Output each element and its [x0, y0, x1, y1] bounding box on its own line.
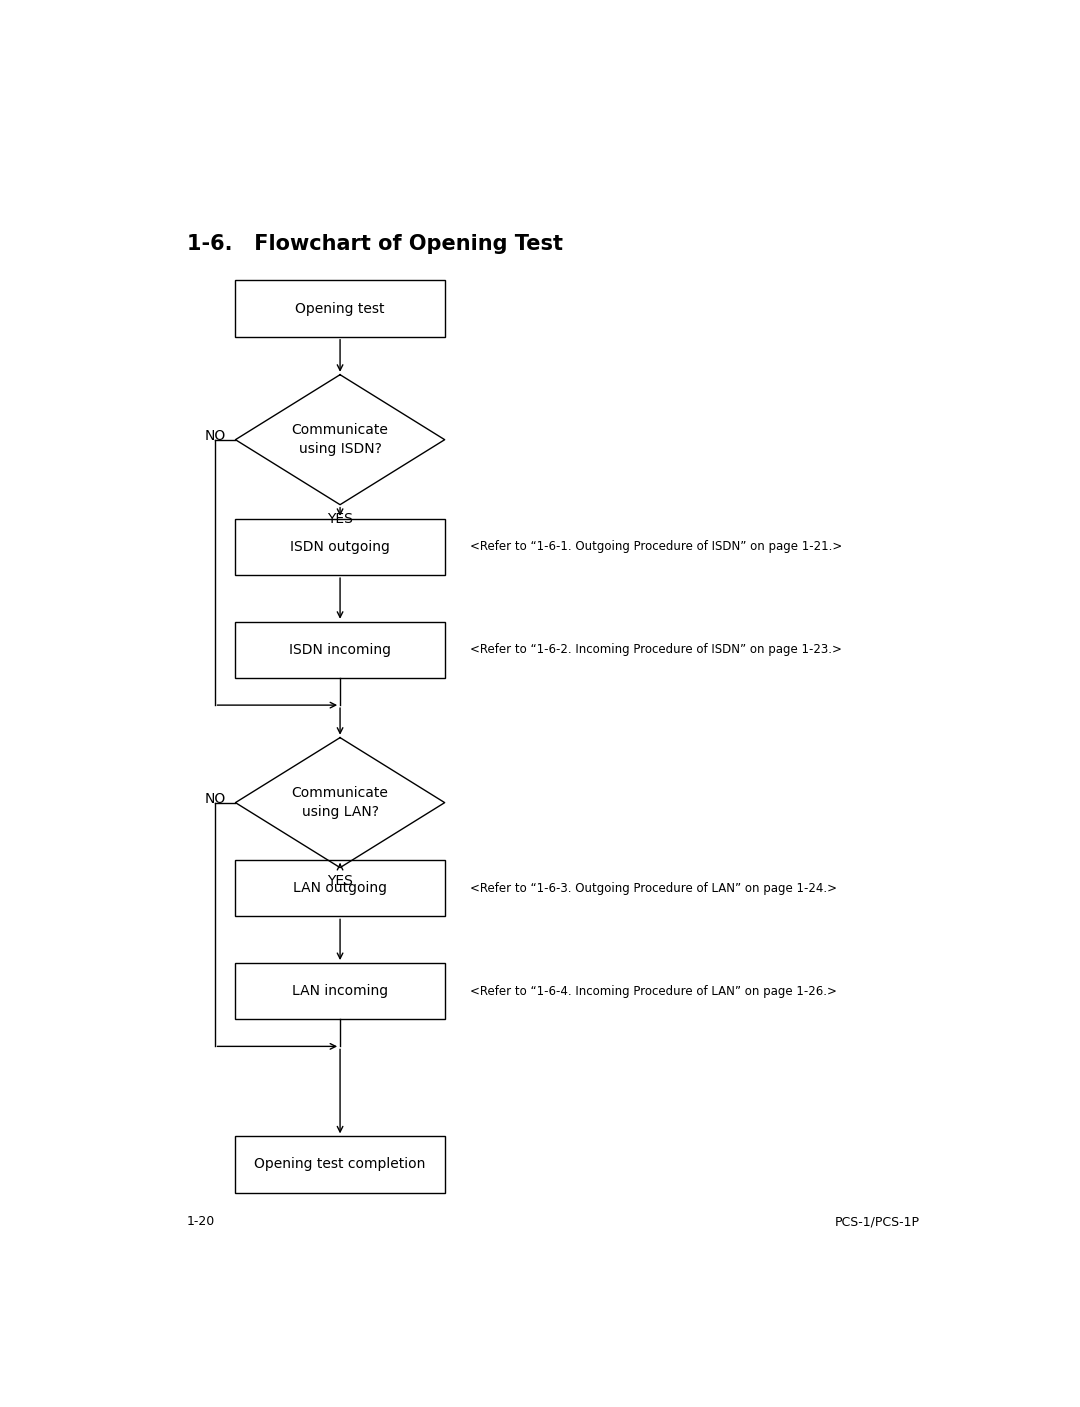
Text: Communicate
using ISDN?: Communicate using ISDN?	[292, 424, 389, 456]
Text: PCS-1/PCS-1P: PCS-1/PCS-1P	[835, 1216, 920, 1228]
Bar	[235, 860, 445, 916]
Text: LAN incoming: LAN incoming	[292, 983, 388, 998]
Polygon shape	[235, 374, 445, 505]
Bar	[235, 622, 445, 678]
Bar	[235, 962, 445, 1019]
Text: Opening test: Opening test	[295, 301, 384, 315]
Bar	[235, 280, 445, 336]
Text: Communicate
using LAN?: Communicate using LAN?	[292, 787, 389, 819]
Text: <Refer to “1-6-3. Outgoing Procedure of LAN” on page 1-24.>: <Refer to “1-6-3. Outgoing Procedure of …	[470, 882, 837, 895]
Text: NO: NO	[204, 792, 226, 806]
Text: ISDN outgoing: ISDN outgoing	[291, 540, 390, 554]
Bar	[235, 1137, 445, 1193]
Text: ISDN incoming: ISDN incoming	[289, 643, 391, 657]
Text: <Refer to “1-6-4. Incoming Procedure of LAN” on page 1-26.>: <Refer to “1-6-4. Incoming Procedure of …	[470, 985, 837, 998]
Text: NO: NO	[204, 429, 226, 443]
Text: <Refer to “1-6-1. Outgoing Procedure of ISDN” on page 1-21.>: <Refer to “1-6-1. Outgoing Procedure of …	[470, 540, 842, 553]
Text: YES: YES	[327, 874, 353, 888]
Text: YES: YES	[327, 512, 353, 526]
Text: 1-20: 1-20	[187, 1216, 215, 1228]
Text: 1-6.   Flowchart of Opening Test: 1-6. Flowchart of Opening Test	[187, 234, 563, 253]
Text: <Refer to “1-6-2. Incoming Procedure of ISDN” on page 1-23.>: <Refer to “1-6-2. Incoming Procedure of …	[470, 643, 841, 656]
Text: LAN outgoing: LAN outgoing	[293, 881, 387, 895]
Text: Opening test completion: Opening test completion	[255, 1158, 426, 1172]
Polygon shape	[235, 737, 445, 868]
Bar	[235, 519, 445, 575]
